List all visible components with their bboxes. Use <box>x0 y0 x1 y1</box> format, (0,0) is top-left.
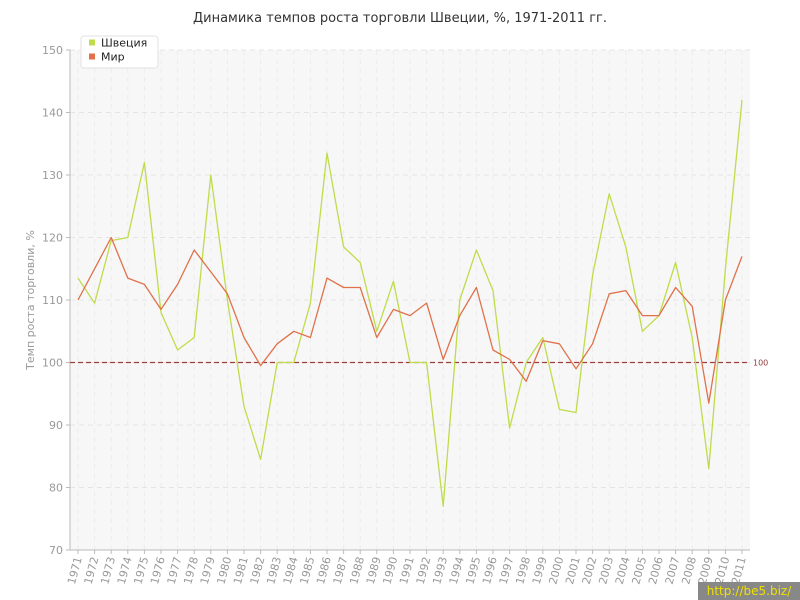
y-tick-label: 140 <box>42 107 63 120</box>
legend-box <box>80 35 159 69</box>
series-group <box>77 99 743 507</box>
legend-label: Швеция <box>101 37 147 50</box>
y-tick-label: 130 <box>42 169 63 182</box>
chart-title: Динамика темпов роста торговли Швеции, %… <box>193 11 607 26</box>
y-axis-ticks: 70 80 90 100 110 120 130 140 150 <box>42 44 70 557</box>
reference-line-label: 100 <box>753 359 768 368</box>
y-tick-label: 90 <box>49 419 63 432</box>
watermark: http://be5.biz/ <box>698 582 800 600</box>
x-axis-ticks: 1971197219731974197519761977197819791980… <box>65 550 749 586</box>
y-axis-label: Темп роста торговли, % <box>24 230 37 371</box>
series-line-sweden <box>77 99 743 507</box>
y-tick-label: 100 <box>42 357 63 370</box>
series-line-world <box>77 236 743 404</box>
y-tick-label: 120 <box>42 232 63 245</box>
legend-label: Мир <box>101 51 125 64</box>
y-tick-label: 70 <box>49 544 63 557</box>
y-tick-label: 150 <box>42 44 63 57</box>
legend-swatch <box>89 53 95 60</box>
y-tick-label: 80 <box>49 482 63 495</box>
y-tick-label: 110 <box>42 294 63 307</box>
legend-swatch <box>89 39 95 46</box>
